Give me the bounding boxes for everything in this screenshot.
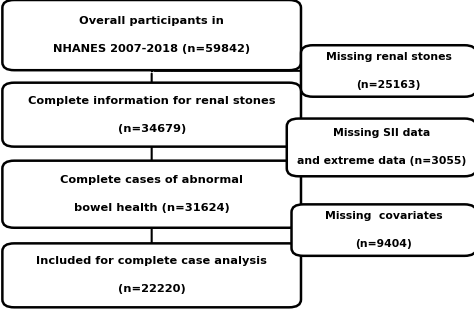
- FancyBboxPatch shape: [287, 119, 474, 176]
- Text: Overall participants in

NHANES 2007-2018 (n=59842): Overall participants in NHANES 2007-2018…: [53, 16, 250, 54]
- FancyBboxPatch shape: [2, 161, 301, 228]
- FancyBboxPatch shape: [2, 0, 301, 70]
- Text: Missing SII data

and extreme data (n=3055): Missing SII data and extreme data (n=305…: [297, 129, 466, 166]
- Text: Included for complete case analysis

(n=22220): Included for complete case analysis (n=2…: [36, 256, 267, 294]
- Text: Missing renal stones

(n=25163): Missing renal stones (n=25163): [326, 52, 452, 90]
- Text: Complete cases of abnormal

bowel health (n=31624): Complete cases of abnormal bowel health …: [60, 175, 243, 213]
- FancyBboxPatch shape: [292, 204, 474, 256]
- Text: Complete information for renal stones

(n=34679): Complete information for renal stones (n…: [28, 96, 275, 134]
- FancyBboxPatch shape: [2, 83, 301, 147]
- FancyBboxPatch shape: [2, 243, 301, 307]
- Text: Missing  covariates

(n=9404): Missing covariates (n=9404): [325, 211, 443, 249]
- FancyBboxPatch shape: [301, 45, 474, 97]
